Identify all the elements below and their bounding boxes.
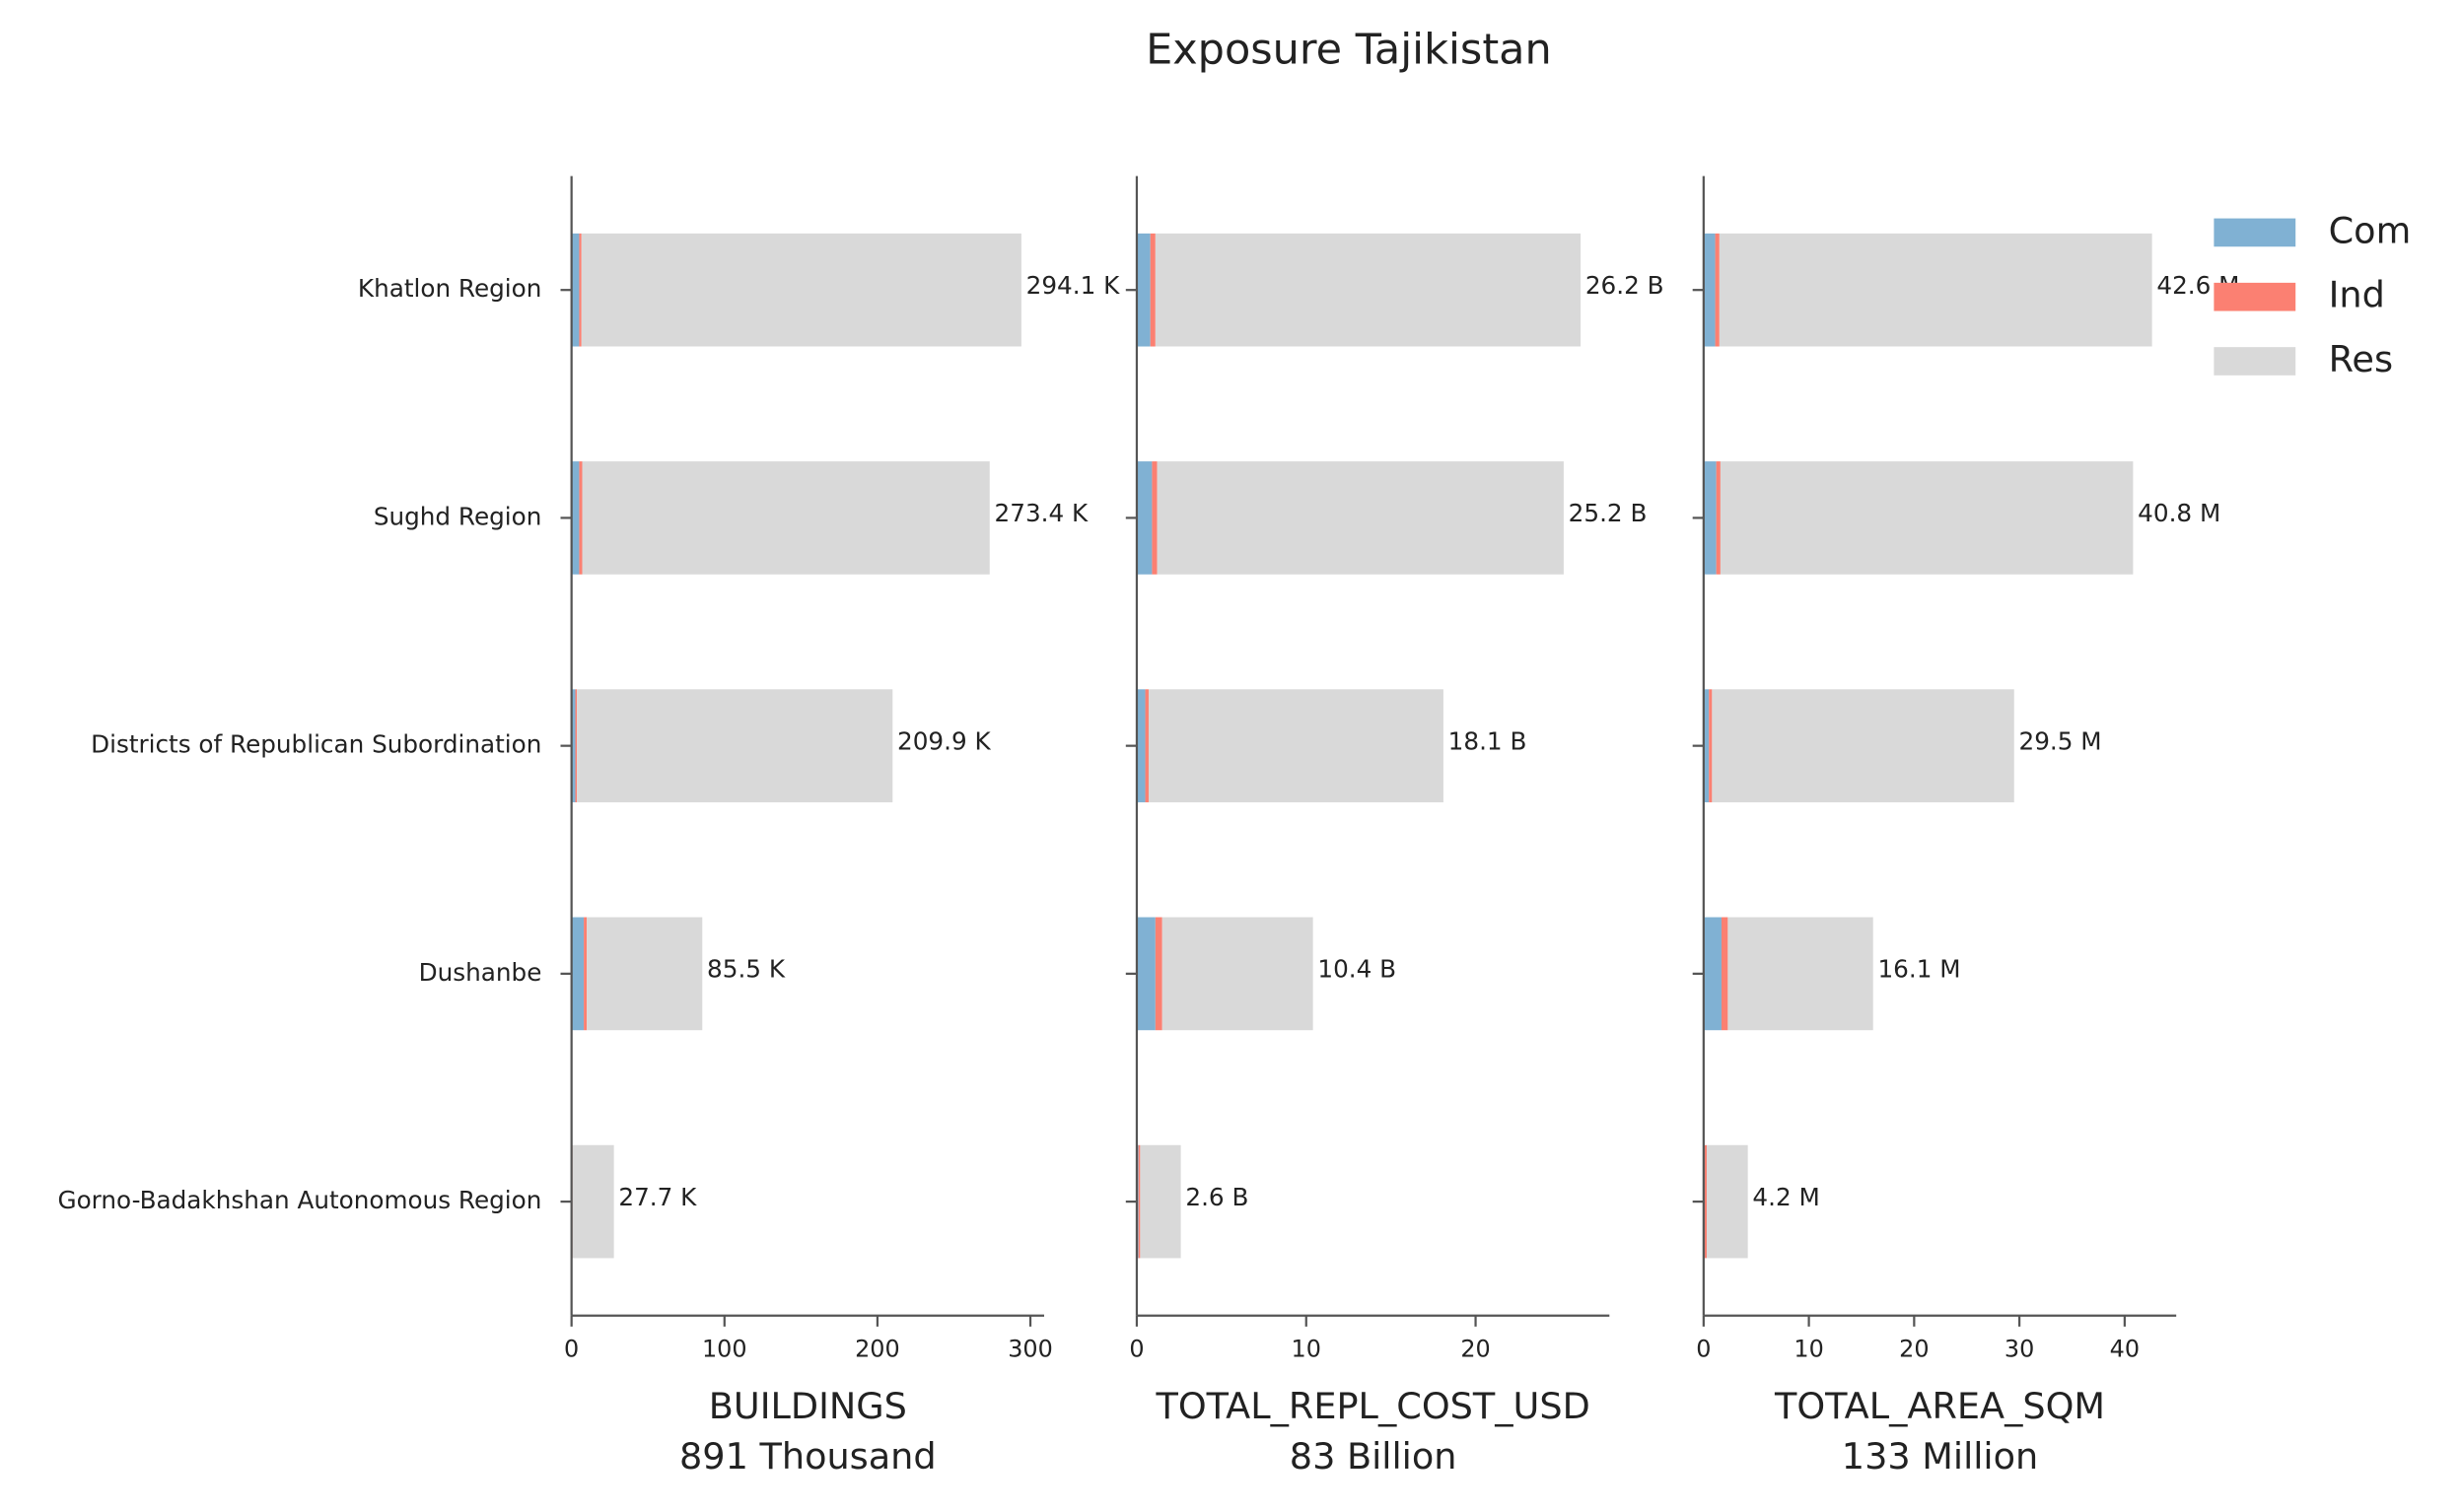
legend-label: Com xyxy=(2329,209,2412,251)
x-tick-label: 10 xyxy=(1292,1336,1321,1363)
bar-segment xyxy=(581,233,1021,347)
bar-segment xyxy=(1157,461,1564,575)
bar-segment xyxy=(571,689,576,802)
bar-segment xyxy=(579,233,582,347)
bar-segment xyxy=(571,233,580,347)
x-tick-label: 0 xyxy=(1129,1336,1144,1363)
total-label: 26.2 B xyxy=(1585,271,1664,300)
x-axis-subtitle: 83 Billion xyxy=(1290,1435,1457,1478)
total-label: 16.1 M xyxy=(1877,955,1960,984)
bar-segment xyxy=(579,461,583,575)
bar-segment xyxy=(1136,689,1146,802)
bar-segment xyxy=(584,917,588,1031)
bar-segment xyxy=(1703,233,1716,347)
legend-swatch xyxy=(2214,282,2296,311)
bar-segment xyxy=(1721,917,1728,1031)
bar-segment xyxy=(1148,689,1443,802)
bar-segment xyxy=(1145,689,1149,802)
x-tick-label: 20 xyxy=(1899,1336,1929,1363)
total-label: 2.6 B xyxy=(1185,1183,1248,1211)
bar-segment xyxy=(1709,689,1713,802)
y-tick-label: Districts of Republican Subordination xyxy=(91,730,541,759)
bar-segment xyxy=(1138,1144,1141,1259)
x-tick-label: 20 xyxy=(1460,1336,1490,1363)
total-label: 4.2 M xyxy=(1752,1183,1819,1211)
total-label: 209.9 K xyxy=(897,726,991,755)
bar-segment xyxy=(582,461,990,575)
bar-segment xyxy=(1703,917,1722,1031)
bar-segment xyxy=(1703,689,1710,802)
bar-segment xyxy=(1155,917,1162,1031)
x-tick-label: 10 xyxy=(1794,1336,1823,1363)
x-tick-label: 0 xyxy=(1696,1336,1711,1363)
y-tick-label: Dushanbe xyxy=(419,958,542,987)
bar-segment xyxy=(577,689,893,802)
legend-swatch xyxy=(2214,218,2296,247)
bar-segment xyxy=(1707,1144,1748,1259)
bar-segment xyxy=(1150,233,1156,347)
total-label: 18.1 B xyxy=(1448,726,1527,755)
bar-segment xyxy=(1712,689,2014,802)
bar-segment xyxy=(1715,233,1720,347)
bar-segment xyxy=(1720,461,2134,575)
bar-segment xyxy=(1716,461,1721,575)
bar-segment xyxy=(1727,917,1873,1031)
bar-segment xyxy=(572,1144,614,1259)
bar-segment xyxy=(1136,461,1153,575)
x-tick-label: 40 xyxy=(2110,1336,2140,1363)
legend-swatch xyxy=(2214,347,2296,376)
x-axis-title: TOTAL_AREA_SQM xyxy=(1774,1385,2105,1427)
x-axis-title: TOTAL_REPL_COST_USD xyxy=(1155,1385,1589,1427)
y-tick-label: Sughd Region xyxy=(374,502,542,530)
total-label: 294.1 K xyxy=(1026,271,1120,300)
y-tick-label: Gorno-Badakhshan Autonomous Region xyxy=(57,1186,541,1214)
x-tick-label: 200 xyxy=(855,1336,900,1363)
total-label: 10.4 B xyxy=(1317,955,1396,984)
x-tick-label: 0 xyxy=(564,1336,579,1363)
x-axis-title: BUILDINGS xyxy=(709,1385,907,1427)
total-label: 85.5 K xyxy=(707,955,786,984)
x-tick-label: 100 xyxy=(702,1336,747,1363)
figure-title: Exposure Tajikistan xyxy=(1146,25,1552,74)
bar-segment xyxy=(1155,233,1582,347)
bar-segment xyxy=(1719,233,2152,347)
x-tick-label: 30 xyxy=(2005,1336,2034,1363)
bar-segment xyxy=(1136,233,1151,347)
bar-segment xyxy=(571,461,580,575)
total-label: 29.5 M xyxy=(2019,726,2102,755)
total-label: 273.4 K xyxy=(995,499,1089,527)
total-label: 25.2 B xyxy=(1569,499,1648,527)
bar-segment xyxy=(1140,1144,1181,1259)
y-tick-label: Khatlon Region xyxy=(358,274,542,303)
bar-segment xyxy=(587,917,703,1031)
legend-label: Ind xyxy=(2329,274,2385,316)
bar-segment xyxy=(575,689,578,802)
legend-label: Res xyxy=(2329,338,2393,380)
bar-segment xyxy=(571,917,585,1031)
bar-segment xyxy=(1136,917,1156,1031)
total-label: 27.7 K xyxy=(618,1183,697,1211)
total-label: 40.8 M xyxy=(2138,499,2220,527)
bar-segment xyxy=(1703,461,1717,575)
x-axis-subtitle: 891 Thousand xyxy=(679,1435,937,1478)
bar-segment xyxy=(1152,461,1158,575)
bar-segment xyxy=(1704,1144,1708,1259)
bar-segment xyxy=(1161,917,1313,1031)
x-tick-label: 300 xyxy=(1008,1336,1053,1363)
x-axis-subtitle: 133 Million xyxy=(1842,1435,2038,1478)
